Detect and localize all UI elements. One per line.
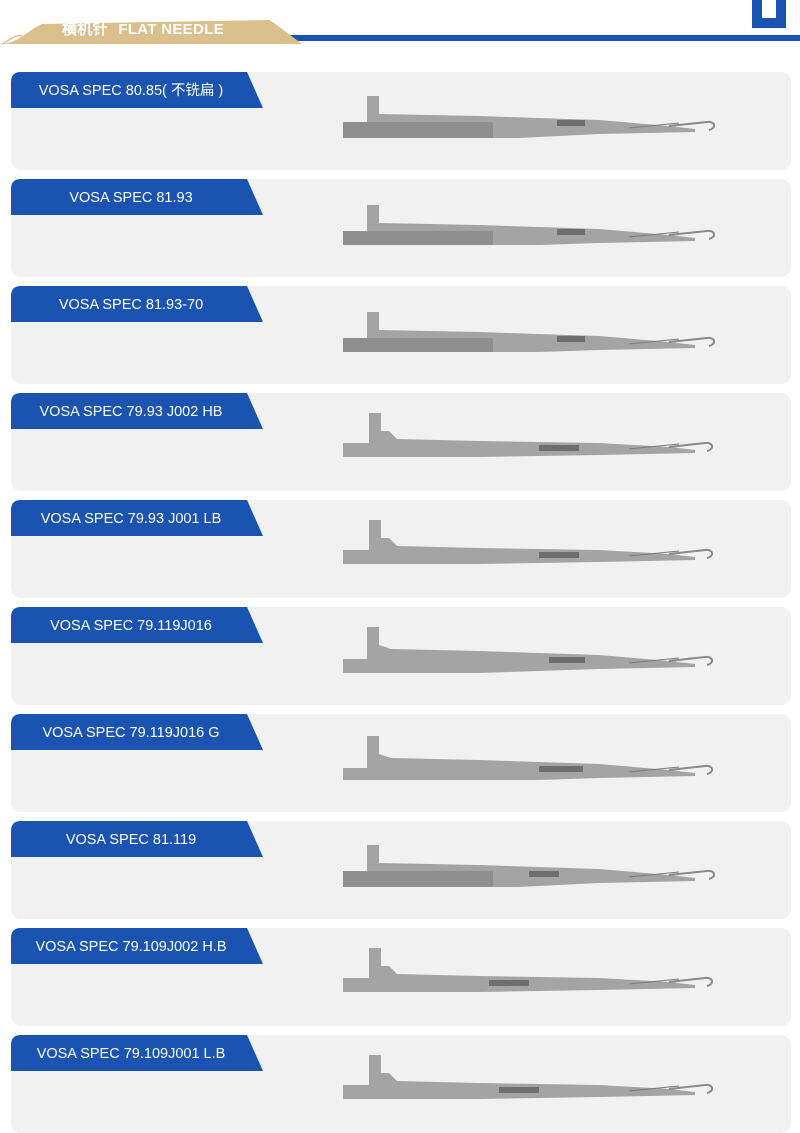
product-label-tag: VOSA SPEC 79.119J016 G [11,714,266,750]
product-name: VOSA SPEC 81.93 [69,190,193,206]
flat-needle-photo [343,312,715,352]
flat-needle-photo [343,845,715,887]
product-card: VOSA SPEC 80.85( 不铣扁 ) [11,72,791,170]
product-name: VOSA SPEC 79.93 J002 HB [39,404,223,420]
page-header: 横机针 FLAT NEEDLE [0,0,800,60]
product-label-tag: VOSA SPEC 80.85( 不铣扁 ) [11,72,266,108]
page-title: 横机针 FLAT NEEDLE [62,18,224,39]
product-name: VOSA SPEC 79.93 J001 LB [40,511,222,527]
product-label-tag: VOSA SPEC 81.93-70 [11,286,266,322]
product-name: VOSA SPEC 80.85( 不铣扁 ) [38,83,224,99]
page-title-cn: 横机针 [62,21,108,38]
flat-needle-photo [343,948,713,992]
product-card: VOSA SPEC 79.119J016 [11,607,791,705]
product-card: VOSA SPEC 79.93 J001 LB [11,500,791,598]
flat-needle-photo [343,1055,713,1099]
product-card: VOSA SPEC 81.119 [11,821,791,919]
product-name: VOSA SPEC 81.93-70 [58,297,204,313]
product-card: VOSA SPEC 79.109J001 L.B [11,1035,791,1133]
product-card: VOSA SPEC 81.93-70 [11,286,791,384]
flat-needle-photo [343,627,713,673]
product-name: VOSA SPEC 79.109J002 H.B [35,939,227,955]
product-card: VOSA SPEC 81.93 [11,179,791,277]
flat-needle-photo [343,413,713,457]
product-label-tag: VOSA SPEC 81.93 [11,179,266,215]
product-label-tag: VOSA SPEC 79.93 J002 HB [11,393,266,429]
flat-needle-photo [343,205,715,245]
product-card: VOSA SPEC 79.109J002 H.B [11,928,791,1026]
flat-needle-photo [343,736,713,780]
flat-needle-photo [343,520,713,564]
product-card: VOSA SPEC 79.93 J002 HB [11,393,791,491]
product-label-tag: VOSA SPEC 79.109J002 H.B [11,928,266,964]
page-title-en: FLAT NEEDLE [118,21,224,38]
product-name: VOSA SPEC 79.119J016 [50,618,212,634]
product-name: VOSA SPEC 81.119 [65,832,197,848]
product-label-tag: VOSA SPEC 79.119J016 [11,607,266,643]
product-card: VOSA SPEC 79.119J016 G [11,714,791,812]
product-label-tag: VOSA SPEC 79.93 J001 LB [11,500,266,536]
flat-needle-photo [343,96,715,138]
product-label-tag: VOSA SPEC 79.109J001 L.B [11,1035,266,1071]
product-name: VOSA SPEC 79.109J001 L.B [36,1046,226,1062]
product-label-tag: VOSA SPEC 81.119 [11,821,266,857]
product-name: VOSA SPEC 79.119J016 G [42,725,220,741]
header-banner [0,0,800,45]
